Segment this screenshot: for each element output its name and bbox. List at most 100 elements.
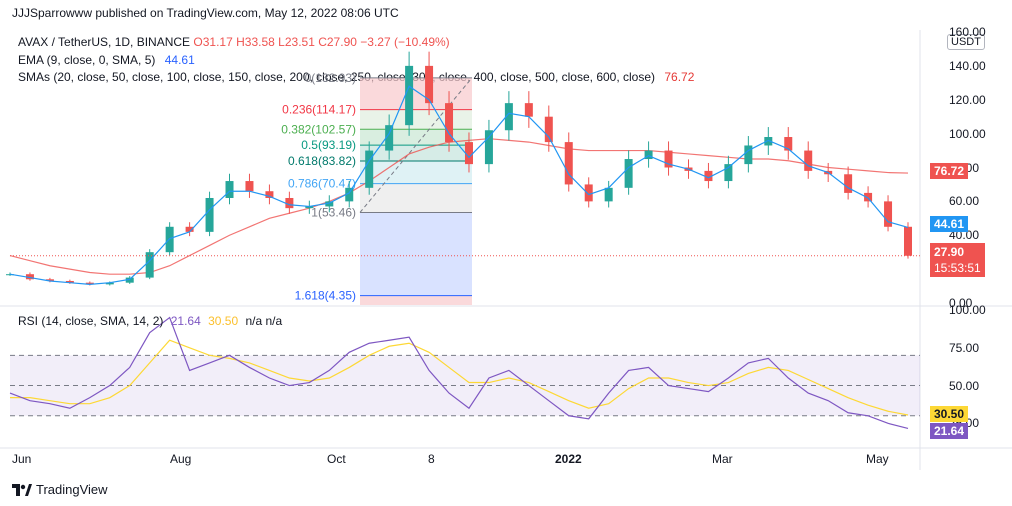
fib-zone — [360, 212, 472, 296]
candle-body[interactable] — [644, 150, 653, 160]
candle-body[interactable] — [305, 206, 314, 209]
ema-price-badge: 44.61 — [930, 216, 969, 232]
rsi-ma-value: 30.50 — [208, 314, 239, 328]
ema-legend[interactable]: EMA (9, close, 0, SMA, 5) 44.61 — [18, 53, 195, 67]
sma-price-badge: 76.72 — [930, 163, 969, 179]
ema-value: 44.61 — [164, 53, 195, 67]
candle-body[interactable] — [45, 279, 54, 281]
candle-body[interactable] — [704, 170, 713, 182]
candle-body[interactable] — [365, 150, 374, 188]
fib-level-label: 1(53.46) — [311, 205, 356, 219]
tradingview-brand[interactable]: TradingView — [12, 482, 108, 497]
candle-body[interactable] — [844, 174, 853, 193]
candle-body[interactable] — [564, 142, 573, 185]
fib-zone — [360, 161, 472, 184]
candle-body[interactable] — [105, 282, 114, 285]
candle-body[interactable] — [245, 181, 254, 192]
rsi-line[interactable] — [9, 316, 909, 429]
currency-button[interactable]: USDT — [947, 34, 985, 50]
time-axis-label: Oct — [327, 452, 346, 466]
candle-body[interactable] — [65, 280, 74, 283]
candle-body[interactable] — [145, 252, 154, 278]
candle-body[interactable] — [205, 197, 214, 232]
symbol-legend: AVAX / TetherUS, 1D, BINANCE O31.17 H33.… — [18, 35, 450, 49]
candle-body[interactable] — [784, 137, 793, 151]
tradingview-logo-icon — [12, 483, 32, 496]
low-value: L23.51 — [278, 35, 315, 49]
time-axis-label: 2022 — [555, 452, 582, 466]
candle-body[interactable] — [604, 187, 613, 202]
rsi-axis-label: 50.00 — [949, 378, 980, 393]
candle-body[interactable] — [25, 274, 34, 280]
candle-body[interactable] — [345, 187, 354, 202]
symbol-label: AVAX / TetherUS, 1D, BINANCE — [18, 35, 191, 49]
price-axis-label: 140.00 — [949, 58, 986, 73]
candle-body[interactable] — [125, 277, 134, 283]
candle-body[interactable] — [804, 150, 813, 171]
candle-body[interactable] — [504, 103, 513, 131]
candle-body[interactable] — [484, 130, 493, 165]
candle-body[interactable] — [664, 150, 673, 168]
candle-body[interactable] — [764, 137, 773, 146]
last-price-badge: 27.90 15:53:51 — [930, 243, 985, 277]
candle-body[interactable] — [85, 282, 94, 285]
candle-body[interactable] — [724, 164, 733, 182]
fib-zone — [360, 183, 472, 213]
rsi-axis-label: 75.00 — [949, 340, 980, 355]
time-axis-label: Aug — [170, 452, 192, 466]
rsi-legend[interactable]: RSI (14, close, SMA, 14, 2) 21.64 30.50 … — [18, 314, 282, 328]
price-axis-label: 60.00 — [949, 194, 980, 209]
candle-body[interactable] — [405, 65, 414, 126]
rsi-label: RSI (14, close, SMA, 14, 2) — [18, 314, 164, 328]
time-axis-label: Jun — [12, 452, 32, 466]
candle-body[interactable] — [425, 65, 434, 104]
fib-level-label: 0.786(70.47) — [288, 177, 356, 191]
time-axis-label: Mar — [712, 452, 733, 466]
price-axis-label: 160.00 — [949, 25, 986, 39]
candle-body[interactable] — [864, 192, 873, 202]
candle-body[interactable] — [225, 181, 234, 198]
candle-body[interactable] — [584, 184, 593, 202]
fib-zone — [360, 109, 472, 130]
fib-zone — [360, 129, 472, 146]
close-value: C27.90 — [318, 35, 357, 49]
candle-body[interactable] — [325, 201, 334, 207]
rsi-ma-badge: 30.50 — [930, 406, 969, 422]
ema-line[interactable] — [9, 85, 909, 285]
price-axis-label: 0.00 — [949, 296, 973, 310]
candle-body[interactable] — [185, 226, 194, 232]
sma-value: 76.72 — [664, 70, 695, 84]
candle-body[interactable] — [445, 103, 454, 143]
rsi-ma-line[interactable] — [10, 339, 909, 416]
rsi-axis-label: 100.00 — [949, 303, 986, 317]
sma-label: SMAs (20, close, 50, close, 100, close, … — [18, 70, 656, 84]
fib-level-label: 0.382(102.57) — [281, 122, 356, 136]
open-value: O31.17 — [193, 35, 233, 49]
candle-body[interactable] — [884, 201, 893, 227]
fib-zone — [360, 295, 472, 305]
rsi-badge: 21.64 — [930, 423, 969, 439]
candle-body[interactable] — [464, 142, 473, 165]
fib-level-label: 0.618(83.82) — [288, 154, 356, 168]
candle-body[interactable] — [385, 125, 394, 151]
candle-body[interactable] — [265, 191, 274, 198]
candle-body[interactable] — [904, 226, 912, 256]
candle-body[interactable] — [544, 116, 553, 143]
sma-legend[interactable]: SMAs (20, close, 50, close, 100, close, … — [18, 70, 694, 84]
price-axis-label: 120.00 — [949, 92, 986, 107]
time-axis-label: May — [866, 452, 889, 466]
candle-body[interactable] — [744, 145, 753, 165]
high-value: H33.58 — [236, 35, 275, 49]
change-value: −3.27 (−10.49%) — [360, 35, 450, 49]
fib-level-label: 1.618(4.35) — [295, 289, 356, 303]
tradingview-text: TradingView — [36, 482, 108, 497]
fib-level-label: 0.236(114.17) — [282, 103, 356, 117]
candle-body[interactable] — [524, 103, 533, 117]
candle-body[interactable] — [624, 159, 633, 188]
fib-trend-line[interactable] — [359, 77, 473, 213]
rsi-extra: n/a n/a — [245, 314, 283, 328]
candle-body[interactable] — [285, 197, 294, 209]
sma-line[interactable] — [9, 138, 909, 275]
fib-zone — [360, 145, 472, 162]
